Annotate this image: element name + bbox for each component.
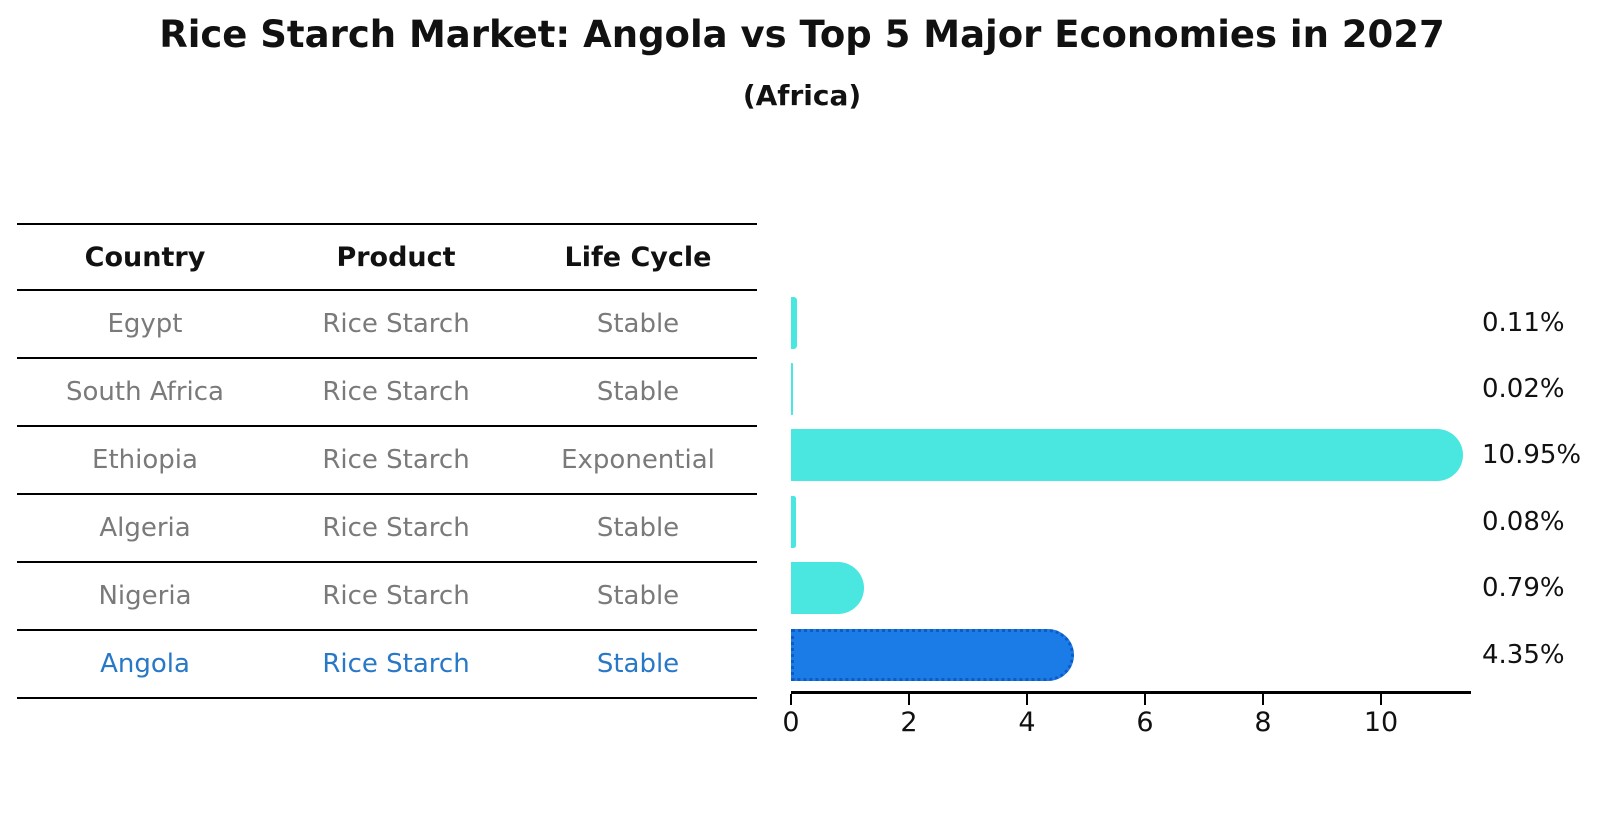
x-axis-tick-mark (1026, 694, 1028, 705)
table-cell: Exponential (561, 445, 715, 475)
x-axis-tick-mark (1144, 694, 1146, 705)
table-cell: Egypt (107, 309, 183, 339)
table-cell: Rice Starch (322, 377, 470, 407)
x-axis-tick-label: 6 (1136, 707, 1154, 738)
table-cell: Rice Starch (322, 581, 470, 611)
bar-angola (791, 628, 1074, 681)
table-cell: Nigeria (98, 581, 192, 611)
bar-egypt (791, 296, 798, 349)
x-axis-tick-label: 8 (1254, 707, 1272, 738)
table-cell: Stable (596, 513, 680, 543)
x-axis-line (791, 691, 1471, 694)
table-cell: South Africa (66, 377, 224, 407)
table-cell: Angola (100, 649, 190, 679)
table-header-row: Country Product Life Cycle (17, 223, 757, 291)
table-cell: Stable (596, 649, 680, 679)
x-axis-tick-mark (1262, 694, 1264, 705)
table-row: Algeria Rice Starch Stable (17, 495, 757, 563)
x-axis-tick-label: 2 (900, 707, 918, 738)
chart-title: Rice Starch Market: Angola vs Top 5 Majo… (159, 13, 1445, 56)
bar-value-label: 0.11% (1482, 307, 1565, 338)
table-row: Ethiopia Rice Starch Exponential (17, 427, 757, 495)
table-cell: Rice Starch (322, 309, 470, 339)
table-header-country: Country (84, 241, 206, 273)
x-axis-tick-mark (790, 694, 792, 705)
bar-nigeria (791, 562, 864, 615)
bar-value-label: 10.95% (1482, 440, 1582, 471)
table-cell: Rice Starch (322, 445, 470, 475)
table-row: Egypt Rice Starch Stable (17, 291, 757, 359)
table-cell: Stable (596, 377, 680, 407)
x-axis-tick-mark (908, 694, 910, 705)
table-body: Egypt Rice Starch Stable South Africa Rice S… (17, 291, 757, 699)
table-header-life-cycle: Life Cycle (564, 241, 712, 273)
table-header-product: Product (336, 241, 456, 273)
x-axis-tick-label: 0 (782, 707, 800, 738)
bar-value-label: 4.35% (1482, 639, 1565, 670)
table-cell: Algeria (99, 513, 191, 543)
x-axis-tick-label: 4 (1018, 707, 1036, 738)
bar-value-label: 0.79% (1482, 573, 1565, 604)
table-cell: Stable (596, 581, 680, 611)
bar-value-label: 0.02% (1482, 374, 1565, 404)
country-table: Country Product Life Cycle Egypt Rice Sta… (17, 223, 757, 699)
bar-ethiopia (791, 429, 1464, 482)
table-row: Angola Rice Starch Stable (17, 631, 757, 699)
chart-subtitle: (Africa) (742, 79, 862, 112)
table-cell: Ethiopia (92, 445, 198, 475)
bar-algeria (791, 495, 796, 548)
table-row: Nigeria Rice Starch Stable (17, 563, 757, 631)
table-cell: Rice Starch (322, 513, 470, 543)
bar-value-label: 0.08% (1482, 506, 1565, 537)
x-axis-tick-label: 10 (1363, 707, 1399, 738)
x-axis-tick-mark (1380, 694, 1382, 705)
table-row: South Africa Rice Starch Stable (17, 359, 757, 427)
table-cell: Rice Starch (322, 649, 470, 679)
bar-south-africa (791, 363, 793, 415)
table-cell: Stable (596, 309, 680, 339)
